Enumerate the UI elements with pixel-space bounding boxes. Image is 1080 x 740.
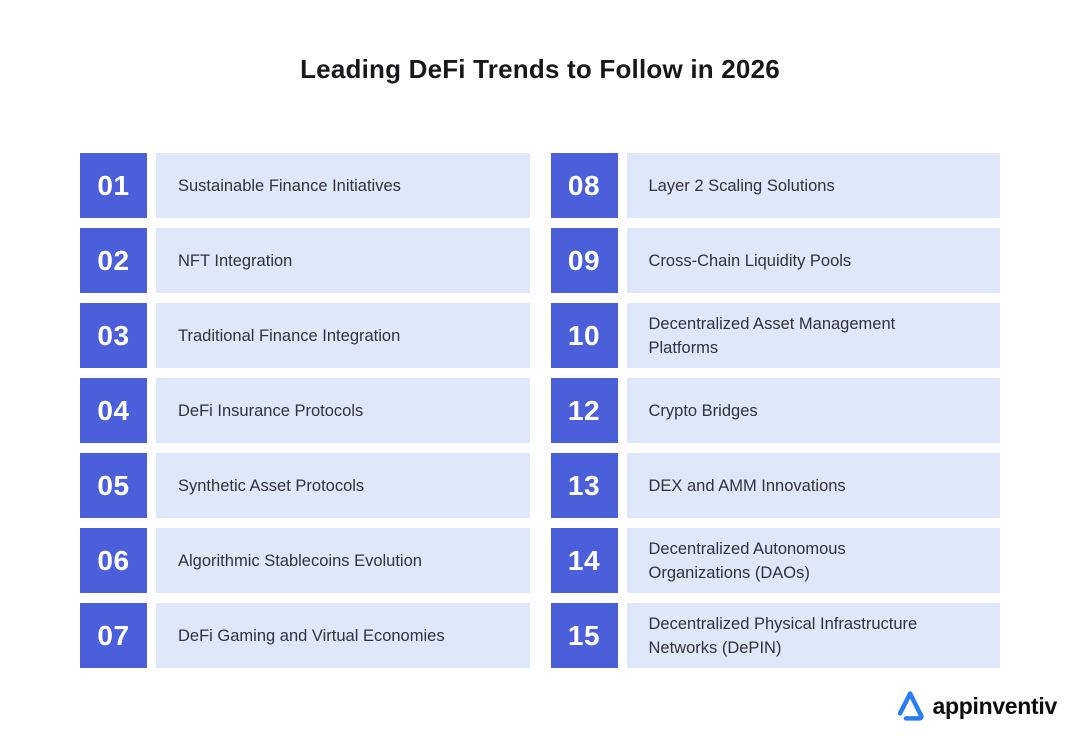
trend-label-box: Decentralized Physical Infrastructure Ne… bbox=[626, 603, 1000, 668]
trend-label: NFT Integration bbox=[178, 251, 293, 270]
trend-number-badge: 03 bbox=[80, 303, 147, 368]
trend-label-box: Synthetic Asset Protocols bbox=[156, 453, 530, 518]
trend-label: DeFi Insurance Protocols bbox=[178, 401, 364, 420]
trend-number-badge: 02 bbox=[80, 228, 147, 293]
trend-label-box: Layer 2 Scaling Solutions bbox=[626, 153, 1000, 218]
trend-item-15: 15 Decentralized Physical Infrastructure… bbox=[550, 603, 1000, 668]
trend-label: Traditional Finance Integration bbox=[178, 326, 401, 345]
trend-label: Decentralized Autonomous Organizations (… bbox=[648, 539, 846, 582]
trend-number-badge: 06 bbox=[80, 528, 147, 593]
trend-label-box: Decentralized Autonomous Organizations (… bbox=[626, 528, 1000, 593]
trend-item-01: 01 Sustainable Finance Initiatives bbox=[80, 153, 530, 218]
trend-label: Algorithmic Stablecoins Evolution bbox=[178, 551, 422, 570]
trend-label-box: Sustainable Finance Initiatives bbox=[156, 153, 530, 218]
trend-number-badge: 05 bbox=[80, 453, 147, 518]
trend-label: Decentralized Asset Management Platforms bbox=[648, 314, 896, 357]
appinventiv-triangle-a-icon bbox=[898, 691, 925, 721]
trend-number-badge: 08 bbox=[550, 153, 618, 218]
trend-label: Sustainable Finance Initiatives bbox=[178, 176, 401, 195]
trend-number-badge: 04 bbox=[80, 378, 147, 443]
trend-item-09: 09 Cross-Chain Liquidity Pools bbox=[550, 228, 1000, 293]
trend-number-badge: 12 bbox=[550, 378, 618, 443]
trend-number-badge: 15 bbox=[550, 603, 618, 668]
page-title: Leading DeFi Trends to Follow in 2026 bbox=[300, 54, 780, 84]
trends-column-left: 01 Sustainable Finance Initiatives 02 NF… bbox=[80, 153, 530, 668]
trend-label-box: Decentralized Asset Management Platforms bbox=[626, 303, 1000, 368]
trend-number-badge: 13 bbox=[550, 453, 618, 518]
trend-label: DEX and AMM Innovations bbox=[648, 476, 846, 495]
trend-item-12: 12 Crypto Bridges bbox=[550, 378, 1000, 443]
trend-item-10: 10 Decentralized Asset Management Platfo… bbox=[550, 303, 1000, 368]
trend-label: Synthetic Asset Protocols bbox=[178, 476, 365, 495]
trend-number-badge: 07 bbox=[80, 603, 147, 668]
trend-number-badge: 10 bbox=[550, 303, 618, 368]
trend-number-badge: 09 bbox=[550, 228, 618, 293]
trend-number-badge: 01 bbox=[80, 153, 147, 218]
trend-item-13: 13 DEX and AMM Innovations bbox=[550, 453, 1000, 518]
trends-grid: 01 Sustainable Finance Initiatives 02 NF… bbox=[80, 153, 1000, 668]
trend-item-04: 04 DeFi Insurance Protocols bbox=[80, 378, 530, 443]
brand-name: appinventiv bbox=[932, 692, 1057, 719]
trend-label-box: Cross-Chain Liquidity Pools bbox=[626, 228, 1000, 293]
trend-label-box: DeFi Insurance Protocols bbox=[156, 378, 530, 443]
trends-column-right: 08 Layer 2 Scaling Solutions 09 Cross-Ch… bbox=[550, 153, 1000, 668]
trend-label-box: Crypto Bridges bbox=[626, 378, 1000, 443]
trend-label-box: Algorithmic Stablecoins Evolution bbox=[156, 528, 530, 593]
trend-label: Crypto Bridges bbox=[648, 401, 758, 420]
trend-item-14: 14 Decentralized Autonomous Organization… bbox=[550, 528, 1000, 593]
trend-label-box: DEX and AMM Innovations bbox=[626, 453, 1000, 518]
trend-label: DeFi Gaming and Virtual Economies bbox=[178, 626, 445, 645]
trend-label: Layer 2 Scaling Solutions bbox=[648, 176, 835, 195]
trend-item-06: 06 Algorithmic Stablecoins Evolution bbox=[80, 528, 530, 593]
trend-item-07: 07 DeFi Gaming and Virtual Economies bbox=[80, 603, 530, 668]
trend-label: Decentralized Physical Infrastructure Ne… bbox=[648, 614, 918, 657]
trend-label-box: Traditional Finance Integration bbox=[156, 303, 530, 368]
trend-item-02: 02 NFT Integration bbox=[80, 228, 530, 293]
trend-label-box: NFT Integration bbox=[156, 228, 530, 293]
trend-item-03: 03 Traditional Finance Integration bbox=[80, 303, 530, 368]
trend-label: Cross-Chain Liquidity Pools bbox=[648, 251, 852, 270]
trend-number-badge: 14 bbox=[550, 528, 618, 593]
trend-item-08: 08 Layer 2 Scaling Solutions bbox=[550, 153, 1000, 218]
appinventiv-logo: appinventiv bbox=[895, 687, 1057, 725]
trend-label-box: DeFi Gaming and Virtual Economies bbox=[156, 603, 530, 668]
trend-item-05: 05 Synthetic Asset Protocols bbox=[80, 453, 530, 518]
